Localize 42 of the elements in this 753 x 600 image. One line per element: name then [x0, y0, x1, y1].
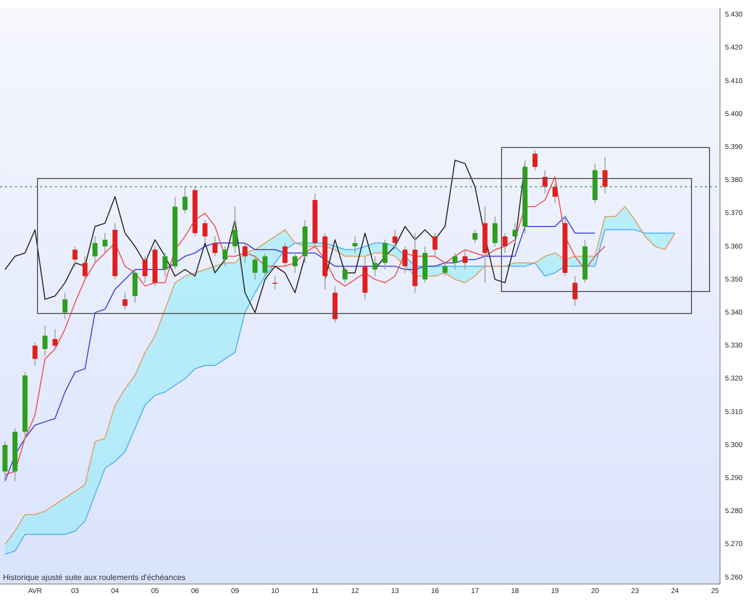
candlestick [92, 236, 98, 264]
candlestick [432, 232, 438, 257]
candlestick [82, 256, 88, 280]
candlestick [262, 252, 268, 277]
candlestick [162, 252, 168, 277]
candlestick [352, 236, 358, 254]
candlestick [242, 242, 248, 264]
candlestick [502, 232, 508, 254]
candlestick [62, 292, 68, 320]
candlestick [532, 150, 538, 171]
annotation: Historique ajusté suite aux roulements d'échéances [3, 573, 186, 582]
candlestick [232, 206, 238, 254]
candlestick [442, 262, 448, 277]
candlestick [572, 276, 578, 306]
candlestick [462, 249, 468, 270]
candlestick [402, 246, 408, 274]
candlestick [372, 256, 378, 277]
candlestick [72, 246, 78, 267]
candlestick [342, 266, 348, 284]
candlestick [222, 246, 228, 267]
candlestick [42, 325, 48, 356]
candlestick [202, 219, 208, 244]
candlestick [512, 222, 518, 244]
candlestick [552, 182, 558, 204]
candlestick [602, 156, 608, 194]
candlestick [102, 232, 108, 254]
candlestick [282, 242, 288, 267]
candlestick [122, 292, 128, 310]
candlestick [292, 252, 298, 274]
candlestick [452, 252, 458, 270]
candlestick [252, 256, 258, 280]
candlestick [472, 229, 478, 244]
candlestick [32, 342, 38, 366]
candlestick [392, 229, 398, 250]
candlestick [272, 276, 278, 290]
candlestick [142, 256, 148, 284]
candlestick [182, 186, 188, 214]
candlestick [132, 269, 138, 304]
candlestick [492, 216, 498, 247]
candlestick [212, 236, 218, 257]
candlestick [52, 328, 58, 350]
candlestick [382, 239, 388, 270]
